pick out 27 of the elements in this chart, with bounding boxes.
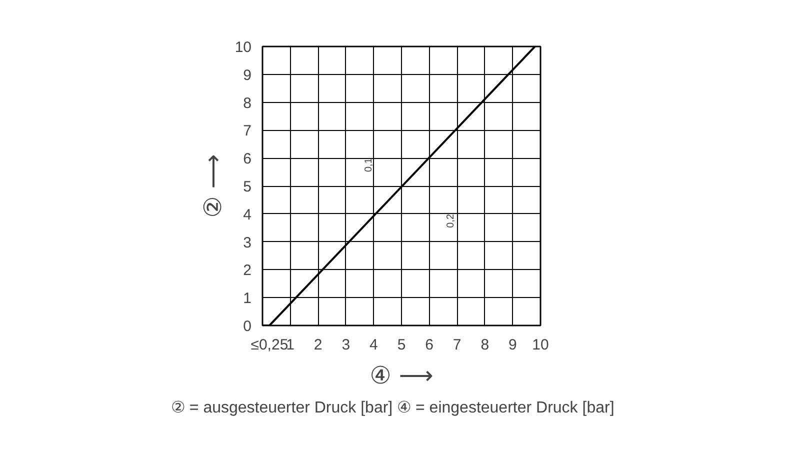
y-tick-label: 10 xyxy=(234,39,252,56)
y-tick-label: 9 xyxy=(243,66,252,84)
x-tick-label: 1 xyxy=(286,336,294,354)
x-tick-label: 5 xyxy=(397,336,406,354)
x-tick-label: 3 xyxy=(342,336,350,354)
x-tick-label: 2 xyxy=(314,336,322,354)
y-tick-label: 6 xyxy=(243,150,252,168)
y-tick-label: 8 xyxy=(243,94,252,112)
y-tick-label: 2 xyxy=(243,262,252,280)
y-tick-label: 5 xyxy=(243,178,252,196)
x-tick-label: 6 xyxy=(425,336,434,354)
x-tick-label: 4 xyxy=(370,336,378,354)
x-tick-label: 8 xyxy=(480,336,490,354)
y-tick-label: 4 xyxy=(243,206,252,224)
x-axis-title: ④ ⟶ xyxy=(370,362,434,390)
x-tick-label: ≤0,25 xyxy=(250,336,288,354)
y-axis-title: ② ⟶ xyxy=(198,154,227,218)
y-tick-label: 7 xyxy=(243,122,252,140)
y-tick-label: 0 xyxy=(243,318,252,335)
annotation: 0,1 xyxy=(364,158,375,172)
y-tick-label: 1 xyxy=(243,290,252,308)
annotation: 0,2 xyxy=(446,213,457,228)
text: ② = ausgesteuerter Druck [bar] ④ = eingesteuerter Druck [bar] xyxy=(170,400,614,416)
x-tick-label: 9 xyxy=(508,336,517,354)
x-tick-label: 7 xyxy=(452,336,462,354)
x-tick-label: 10 xyxy=(532,336,549,354)
y-tick-label: 3 xyxy=(243,234,252,252)
